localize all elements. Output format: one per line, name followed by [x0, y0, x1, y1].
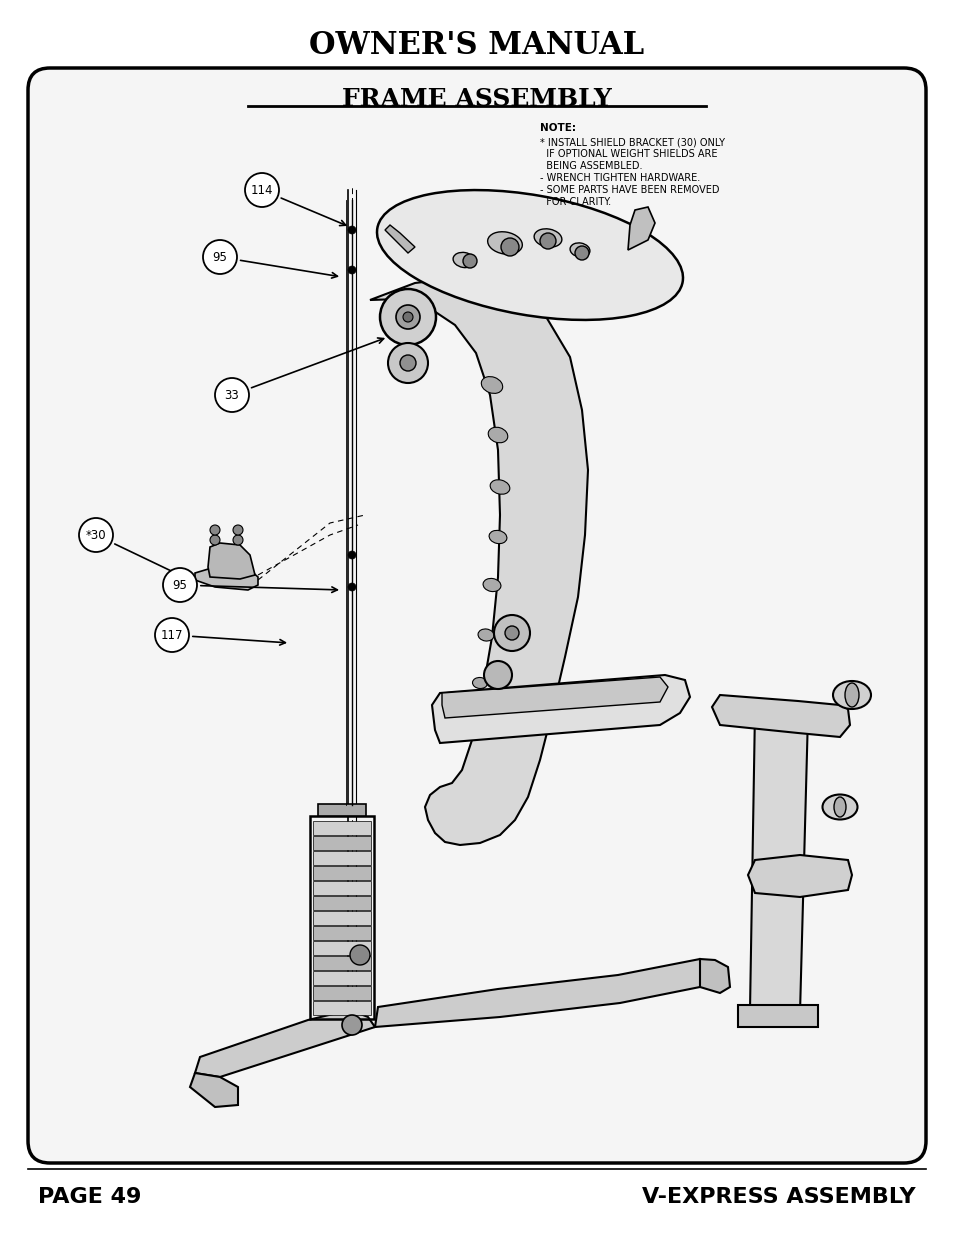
Circle shape	[233, 525, 243, 535]
Bar	[313, 986, 371, 1000]
Text: 33: 33	[224, 389, 239, 401]
Circle shape	[154, 618, 189, 652]
Polygon shape	[627, 207, 655, 249]
Circle shape	[233, 535, 243, 545]
Ellipse shape	[570, 243, 589, 257]
Circle shape	[575, 246, 588, 261]
Ellipse shape	[477, 629, 494, 641]
Circle shape	[399, 354, 416, 370]
Text: V-EXPRESS ASSEMBLY: V-EXPRESS ASSEMBLY	[641, 1187, 915, 1207]
Text: OWNER'S MANUAL: OWNER'S MANUAL	[309, 30, 644, 61]
Bar	[313, 926, 371, 940]
Circle shape	[214, 378, 249, 412]
Polygon shape	[385, 225, 415, 253]
Ellipse shape	[453, 252, 475, 268]
Ellipse shape	[821, 794, 857, 820]
Circle shape	[402, 312, 413, 322]
Text: 95: 95	[172, 578, 187, 592]
Polygon shape	[711, 695, 849, 737]
Circle shape	[245, 173, 278, 207]
Circle shape	[395, 305, 419, 329]
Circle shape	[348, 266, 355, 274]
Circle shape	[539, 233, 556, 249]
Circle shape	[348, 551, 355, 559]
Bar	[313, 836, 371, 850]
Ellipse shape	[481, 377, 502, 394]
Circle shape	[163, 568, 196, 601]
Ellipse shape	[488, 427, 507, 443]
Ellipse shape	[833, 797, 845, 818]
Bar	[313, 941, 371, 955]
Ellipse shape	[482, 578, 500, 592]
Bar	[313, 895, 371, 910]
Circle shape	[210, 525, 220, 535]
Bar	[738, 1005, 817, 1028]
Ellipse shape	[489, 530, 506, 543]
Circle shape	[79, 517, 112, 552]
Ellipse shape	[376, 190, 682, 320]
Ellipse shape	[832, 680, 870, 709]
Polygon shape	[208, 543, 254, 579]
Text: 117: 117	[161, 629, 183, 641]
Text: BEING ASSEMBLED.: BEING ASSEMBLED.	[539, 161, 641, 170]
Polygon shape	[700, 960, 729, 993]
Circle shape	[379, 289, 436, 345]
Ellipse shape	[472, 678, 487, 689]
Text: NOTE:: NOTE:	[539, 124, 576, 133]
Text: 95: 95	[213, 251, 227, 263]
Text: *30: *30	[86, 529, 106, 541]
Circle shape	[203, 240, 236, 274]
Circle shape	[341, 1015, 361, 1035]
Polygon shape	[749, 706, 807, 1013]
Bar	[313, 971, 371, 986]
Circle shape	[348, 226, 355, 233]
Circle shape	[350, 945, 370, 965]
Bar	[310, 816, 374, 1019]
Text: PAGE 49: PAGE 49	[38, 1187, 141, 1207]
Bar	[313, 821, 371, 835]
Circle shape	[210, 535, 220, 545]
Circle shape	[494, 615, 530, 651]
Ellipse shape	[490, 479, 509, 494]
Text: FRAME ASSEMBLY: FRAME ASSEMBLY	[342, 86, 611, 111]
Polygon shape	[190, 1073, 237, 1107]
Circle shape	[348, 583, 355, 592]
Polygon shape	[375, 960, 709, 1028]
Polygon shape	[432, 676, 689, 743]
Text: IF OPTIONAL WEIGHT SHIELDS ARE: IF OPTIONAL WEIGHT SHIELDS ARE	[539, 149, 717, 159]
Text: 114: 114	[251, 184, 273, 196]
Circle shape	[462, 254, 476, 268]
Bar	[317, 804, 366, 816]
Polygon shape	[194, 567, 257, 590]
Text: - WRENCH TIGHTEN HARDWARE.: - WRENCH TIGHTEN HARDWARE.	[539, 173, 700, 183]
Ellipse shape	[534, 228, 561, 247]
Bar	[313, 881, 371, 895]
Ellipse shape	[844, 683, 858, 706]
Text: FOR CLARITY.: FOR CLARITY.	[539, 198, 611, 207]
Polygon shape	[370, 277, 587, 845]
Bar	[313, 956, 371, 969]
Polygon shape	[441, 677, 667, 718]
FancyBboxPatch shape	[28, 68, 925, 1163]
Polygon shape	[194, 1010, 375, 1077]
Text: - SOME PARTS HAVE BEEN REMOVED: - SOME PARTS HAVE BEEN REMOVED	[539, 185, 719, 195]
Bar	[313, 910, 371, 925]
Circle shape	[483, 661, 512, 689]
Circle shape	[500, 238, 518, 256]
Circle shape	[388, 343, 428, 383]
Bar	[313, 1000, 371, 1015]
Ellipse shape	[487, 232, 522, 254]
Bar	[313, 851, 371, 864]
Text: * INSTALL SHIELD BRACKET (30) ONLY: * INSTALL SHIELD BRACKET (30) ONLY	[539, 137, 724, 147]
Circle shape	[504, 626, 518, 640]
Bar	[313, 866, 371, 881]
Polygon shape	[747, 855, 851, 897]
